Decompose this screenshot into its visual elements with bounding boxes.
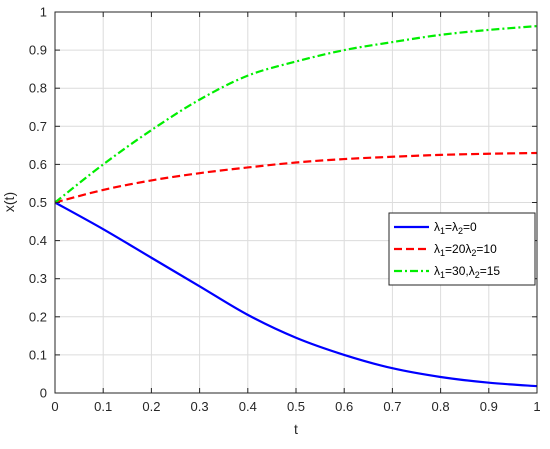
legend-text-part: λ bbox=[434, 264, 440, 278]
legend-label-1: λ1=λ2=0 bbox=[434, 220, 477, 236]
legend-label-2: λ1=20λ2=10 bbox=[434, 242, 497, 258]
legend-text-part: =15 bbox=[480, 264, 501, 278]
legend-subscript: 2 bbox=[471, 248, 476, 258]
x-tick-label: 1 bbox=[533, 399, 540, 414]
legend-text-part: =10 bbox=[476, 242, 497, 256]
y-tick-label: 0.7 bbox=[29, 119, 47, 134]
legend-subscript: 1 bbox=[440, 226, 445, 236]
legend-subscript: 2 bbox=[475, 270, 480, 280]
legend-text-part: =20λ bbox=[445, 242, 471, 256]
y-tick-label: 0.4 bbox=[29, 233, 47, 248]
legend-subscript: 1 bbox=[440, 270, 445, 280]
x-tick-label: 0.5 bbox=[287, 399, 305, 414]
x-tick-label: 0 bbox=[51, 399, 58, 414]
y-tick-label: 0.3 bbox=[29, 271, 47, 286]
x-tick-label: 0.4 bbox=[239, 399, 257, 414]
legend-text-part: =0 bbox=[463, 220, 477, 234]
x-tick-label: 0.3 bbox=[191, 399, 209, 414]
series-layer bbox=[54, 25, 538, 388]
legend-text-part: =30,λ bbox=[445, 264, 475, 278]
y-axis-label: x(t) bbox=[1, 192, 17, 212]
y-tick-label: 0.5 bbox=[29, 195, 47, 210]
y-tick-label: 0.9 bbox=[29, 43, 47, 58]
x-tick-label: 0.8 bbox=[432, 399, 450, 414]
y-tick-label: 0 bbox=[40, 386, 47, 401]
series-line-3 bbox=[54, 25, 538, 204]
x-tick-label: 0.6 bbox=[335, 399, 353, 414]
y-tick-label: 0.1 bbox=[29, 347, 47, 362]
tick-labels: 0 0.1 0.2 0.3 0.4 0.5 0.6 0.7 0.8 0.9 1 0 0.1 0.2 0.3 0… bbox=[29, 5, 541, 415]
x-tick-label: 0.1 bbox=[94, 399, 112, 414]
y-tick-label: 1 bbox=[40, 5, 47, 20]
legend-text-part: λ bbox=[434, 220, 440, 234]
series-line-1 bbox=[54, 201, 538, 388]
y-tick-label: 0.2 bbox=[29, 309, 47, 324]
legend-label-3: λ1=30,λ2=15 bbox=[434, 264, 500, 280]
legend-subscript: 2 bbox=[458, 226, 463, 236]
x-axis-label: t bbox=[294, 421, 298, 437]
x-tick-label: 0.9 bbox=[480, 399, 498, 414]
y-tick-label: 0.6 bbox=[29, 157, 47, 172]
y-tick-label: 0.8 bbox=[29, 81, 47, 96]
legend-text-part: λ bbox=[434, 242, 440, 256]
x-tick-label: 0.7 bbox=[383, 399, 401, 414]
legend-subscript: 1 bbox=[440, 248, 445, 258]
x-tick-label: 0.2 bbox=[142, 399, 160, 414]
series-line-2 bbox=[54, 151, 538, 204]
legend-text-part: =λ bbox=[445, 220, 458, 234]
